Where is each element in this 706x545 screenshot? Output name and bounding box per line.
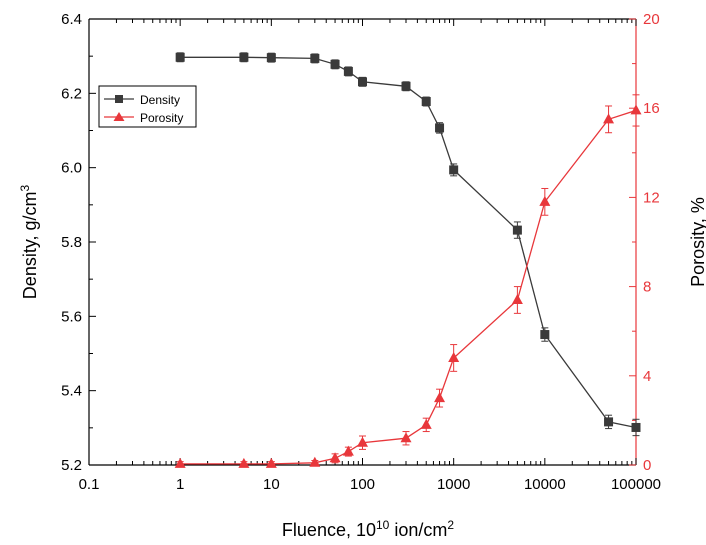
- porosity-point: [539, 195, 551, 206]
- density-point: [512, 225, 522, 235]
- x-tick-label: 100000: [611, 476, 661, 493]
- density-point: [631, 422, 641, 432]
- porosity-line: [180, 109, 637, 465]
- density-point: [449, 165, 459, 175]
- y-right-axis-title: Porosity, %: [688, 197, 706, 287]
- legend-density-marker: [115, 95, 123, 103]
- y-left-axis-title-main: Density, g/cm: [20, 191, 40, 299]
- density-point: [175, 52, 185, 62]
- legend: Density Porosity: [98, 85, 197, 128]
- y-right-tick-label: 4: [643, 368, 651, 385]
- porosity-point: [329, 452, 341, 463]
- density-point: [401, 81, 411, 91]
- legend-density-label: Density: [140, 93, 180, 107]
- density-point: [266, 53, 276, 63]
- y-right-tick-label: 16: [643, 100, 660, 117]
- y-left-tick-label: 6.4: [61, 11, 82, 28]
- density-point: [540, 330, 550, 340]
- x-tick-label: 10000: [524, 476, 566, 493]
- density-line: [180, 56, 637, 429]
- porosity-point: [309, 456, 321, 467]
- porosity-point: [265, 457, 277, 468]
- y-left-tick-label: 5.6: [61, 308, 82, 325]
- density-point: [358, 77, 367, 87]
- y-right-tick-label: 0: [643, 457, 651, 474]
- x-axis-title-sup: 10: [376, 518, 390, 532]
- porosity-point: [174, 457, 186, 468]
- porosity-point: [357, 436, 368, 447]
- legend-porosity-label: Porosity: [140, 111, 183, 125]
- y-left-axis-title: Density, g/cm3: [18, 184, 40, 299]
- y-right-tick-label: 20: [643, 11, 660, 28]
- porosity-point: [342, 445, 354, 456]
- y-left-tick-label: 5.4: [61, 383, 82, 400]
- density-point: [310, 53, 320, 63]
- x-axis-title-sup2: 2: [447, 518, 454, 532]
- y-right-tick-label: 8: [643, 279, 651, 296]
- x-axis-title-main: Fluence, 10: [282, 520, 376, 540]
- porosity-point: [400, 432, 412, 443]
- density-point: [421, 97, 431, 107]
- porosity-point: [630, 104, 642, 115]
- x-tick-label: 10: [263, 476, 280, 493]
- density-point: [604, 417, 614, 427]
- density-point: [239, 52, 249, 62]
- x-tick-label: 1: [176, 476, 184, 493]
- density-point: [435, 123, 445, 133]
- x-axis-title: Fluence, 1010 ion/cm2: [282, 518, 454, 540]
- x-tick-label: 100: [350, 476, 375, 493]
- y-left-axis-title-sup: 3: [18, 184, 32, 191]
- legend-porosity-marker: [113, 112, 125, 121]
- y-left-tick-label: 5.8: [61, 234, 82, 251]
- porosity-point: [448, 351, 460, 362]
- x-tick-label: 0.1: [79, 476, 100, 493]
- y-left-tick-label: 6.0: [61, 160, 82, 177]
- x-axis-title-suffix: ion/cm: [389, 520, 447, 540]
- porosity-point: [420, 418, 432, 429]
- porosity-point: [603, 113, 615, 124]
- tick-labels: 0.1 1 10 100 1000 10000 100000 5.2 5.4 5.6 5.8 6.0 6…: [61, 11, 661, 493]
- y-left-tick-label: 6.2: [61, 85, 82, 102]
- density-point: [343, 66, 353, 76]
- density-point: [330, 59, 340, 69]
- series-layer: [174, 52, 642, 468]
- porosity-point: [511, 293, 523, 304]
- y-right-tick-label: 12: [643, 189, 660, 206]
- y-left-tick-label: 5.2: [61, 457, 82, 474]
- x-tick-label: 1000: [437, 476, 470, 493]
- porosity-point: [434, 392, 446, 403]
- porosity-point: [238, 457, 250, 468]
